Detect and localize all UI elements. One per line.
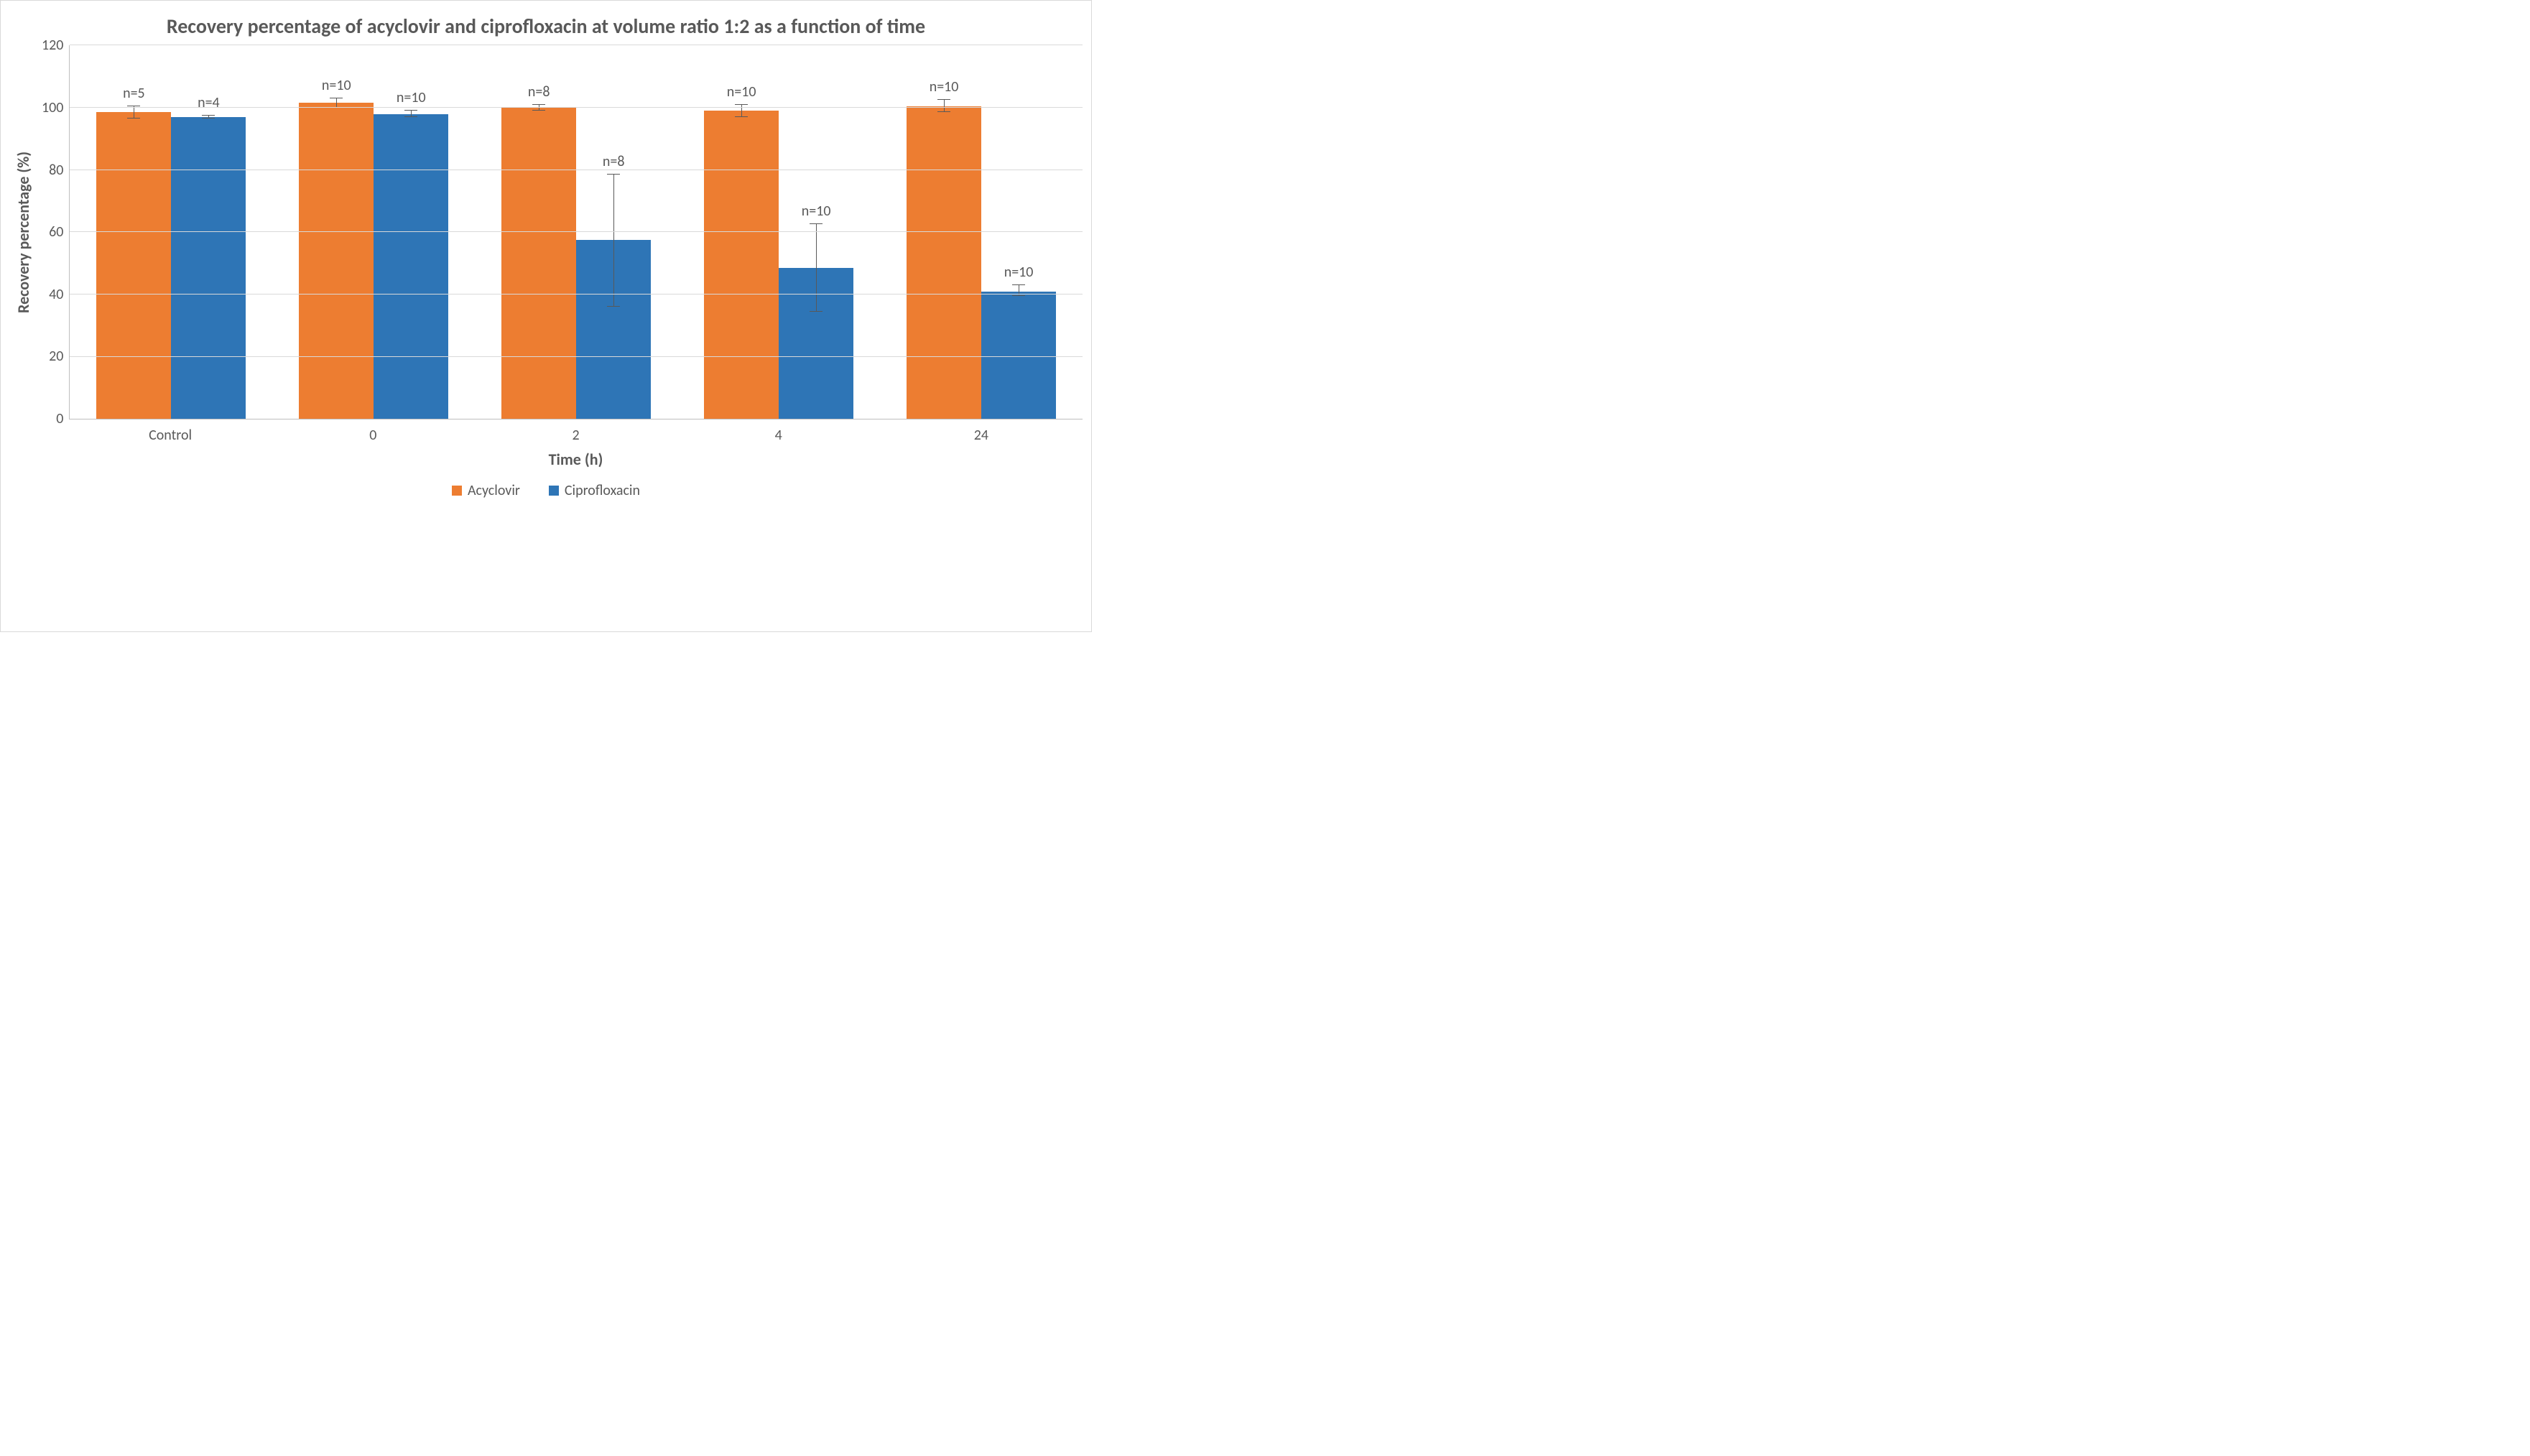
bar-group: n=10 n=10 [880,45,1083,419]
chart-container: Recovery percentage of acyclovir and cip… [0,0,1092,632]
bar [501,108,576,419]
error-cap [532,104,545,105]
bar [704,111,779,419]
bar-n-label: n=10 [397,89,426,106]
legend-item: Acyclovir [452,482,520,499]
error-cap [202,115,215,116]
error-cap [1012,284,1025,285]
chart-title: Recovery percentage of acyclovir and cip… [151,15,941,38]
legend-swatch [549,486,559,496]
x-axis-ticks: Control02424 [69,427,1083,444]
bar-wrap: n=10 [374,45,448,419]
gridline [70,356,1083,357]
error-cap [532,110,545,111]
bar-wrap: n=8 [501,45,576,419]
bar-wrap: n=10 [704,45,779,419]
gridline [70,231,1083,232]
x-axis-title: Time (h) [69,450,1083,469]
bar-n-label: n=10 [727,83,756,101]
x-tick: Control [69,427,272,444]
bar-group: n=10 n=10 [677,45,880,419]
x-tick: 4 [677,427,880,444]
bar-n-label: n=10 [802,203,831,220]
error-bar [816,224,817,311]
error-cap [735,104,748,105]
bar-n-label: n=10 [322,77,351,94]
error-cap [404,110,417,111]
bar [96,112,171,419]
x-left-spacer [9,419,69,469]
error-cap [810,223,823,224]
bar-wrap: n=10 [907,45,981,419]
legend-label: Acyclovir [468,482,520,499]
bar-wrap: n=10 [299,45,374,419]
error-cap [202,118,215,119]
bar-n-label: n=8 [528,83,550,101]
x-tick: 2 [474,427,677,444]
legend: Acyclovir Ciprofloxacin [9,482,1083,499]
bar-n-label: n=10 [930,78,959,96]
y-axis-title: Recovery percentage (%) [9,45,42,419]
bar-wrap: n=10 [779,45,853,419]
bar-group: n=10 n=10 [272,45,475,419]
error-cap [607,306,620,307]
bar-wrap: n=4 [171,45,246,419]
error-bar [613,175,614,307]
bar-n-label: n=8 [603,153,625,170]
gridline [70,294,1083,295]
x-tick: 24 [880,427,1083,444]
bar [374,114,448,419]
error-cap [937,111,950,112]
plot-row: Recovery percentage (%) 120100806040200 … [9,45,1083,419]
error-cap [937,99,950,100]
bar-n-label: n=10 [1004,264,1034,281]
error-cap [404,116,417,117]
bar-wrap: n=10 [981,45,1056,419]
bar-wrap: n=5 [96,45,171,419]
bar-n-label: n=5 [123,85,145,102]
bar [981,292,1056,419]
x-tick: 0 [272,427,474,444]
bar [299,103,374,419]
bar-group: n=5 n=4 [70,45,272,419]
plot-area: n=5 n=4 n=10 n=10 n=8 n=8 n=10 n=10 n=10 n=10 [69,45,1083,419]
error-cap [1012,295,1025,296]
legend-label: Ciprofloxacin [565,482,640,499]
bar [171,117,246,419]
gridline [70,107,1083,108]
error-cap [607,174,620,175]
error-cap [735,116,748,117]
bar-group: n=8 n=8 [475,45,677,419]
bar-wrap: n=8 [576,45,651,419]
bars-layer: n=5 n=4 n=10 n=10 n=8 n=8 n=10 n=10 n=10 n=10 [70,45,1083,419]
y-axis-ticks: 120100806040200 [42,45,69,419]
bar-n-label: n=4 [198,94,220,111]
error-bar [944,100,945,112]
legend-item: Ciprofloxacin [549,482,640,499]
error-cap [810,311,823,312]
bar [907,106,981,419]
legend-swatch [452,486,462,496]
error-cap [127,118,140,119]
